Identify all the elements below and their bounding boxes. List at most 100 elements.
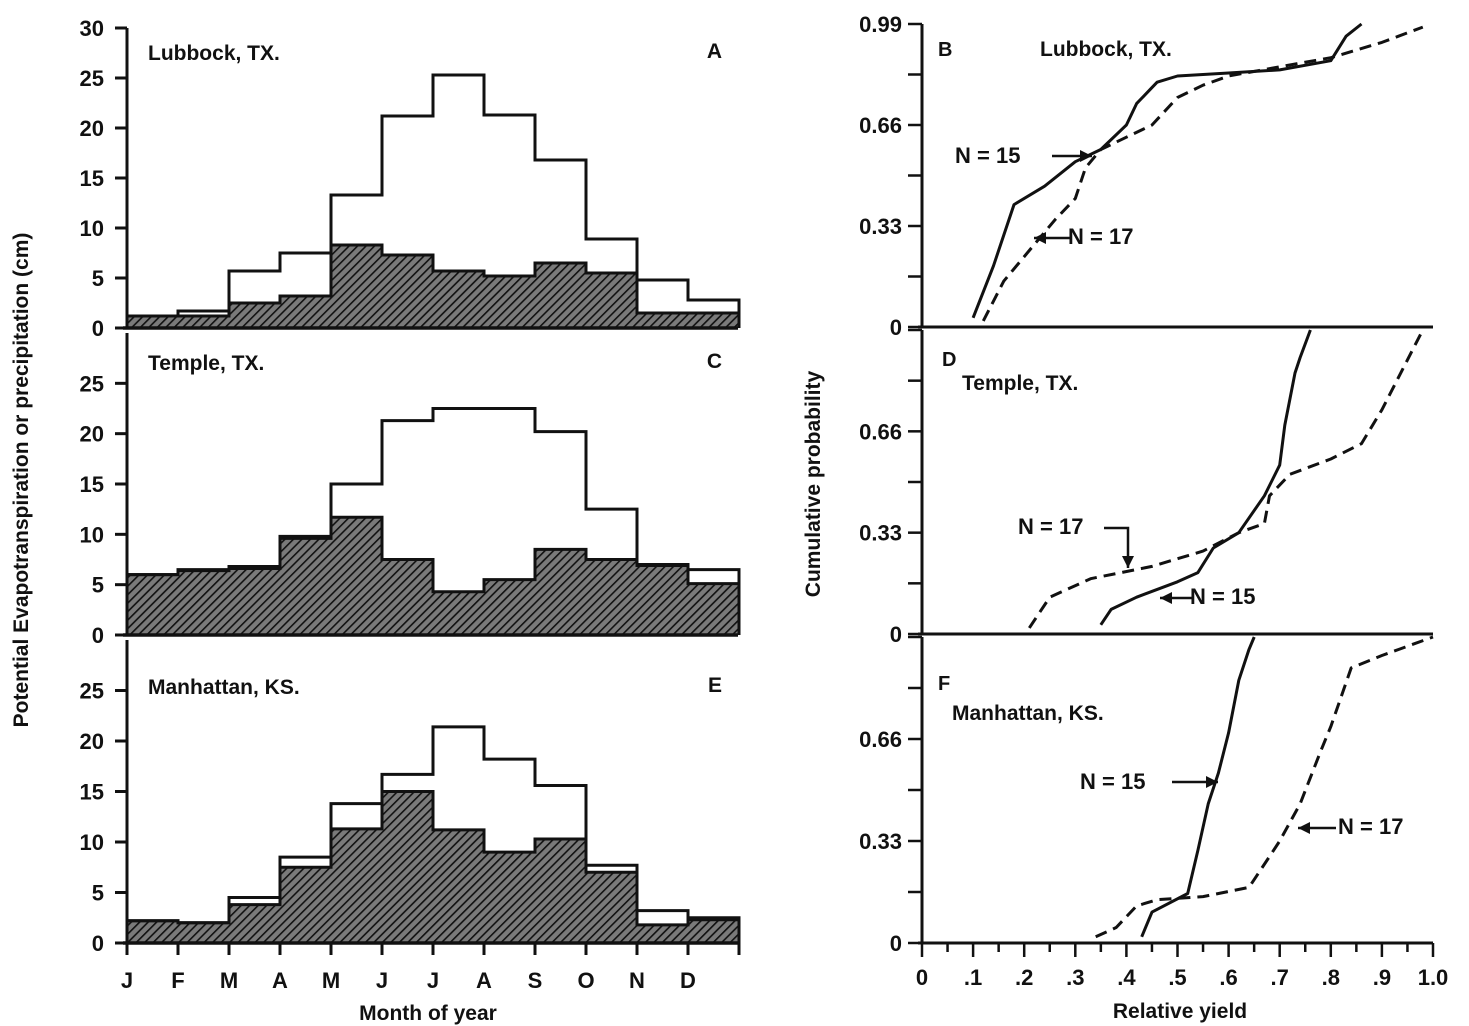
panel-c-temple-bars: 0 5 10 15 20 25 Temple, TX. C — [80, 333, 741, 648]
y-tick-label: 0 — [890, 315, 902, 340]
annotation-arrowhead — [1080, 150, 1092, 162]
precip-bar-c-3 — [229, 568, 281, 635]
month-label: F — [171, 968, 184, 993]
y-tick-label: 10 — [80, 830, 104, 855]
month-label: A — [476, 968, 492, 993]
panel-a-lubbock-bars: 0 5 10 15 20 25 30 Lubbock, TX. A — [80, 16, 741, 341]
precip-bar-c-1 — [127, 574, 179, 635]
month-label: J — [121, 968, 133, 993]
y-tick-label: 0.66 — [859, 113, 902, 138]
precip-bar-e-9 — [535, 838, 587, 943]
month-label: J — [427, 968, 439, 993]
annotation-arrowhead — [1160, 592, 1172, 604]
panel-title: Temple, TX. — [962, 372, 1078, 395]
precip-bar-c-4 — [280, 538, 332, 635]
month-label: A — [272, 968, 288, 993]
month-label: J — [376, 968, 388, 993]
cdf-line-d-n15 — [1099, 329, 1312, 626]
panel-title: Manhattan, KS. — [952, 702, 1104, 725]
y-tick-label: 15 — [80, 472, 104, 497]
series-label-n15: N = 15 — [1080, 769, 1145, 794]
annotation-arrowhead — [1122, 556, 1134, 568]
precip-outline-a — [127, 243, 739, 318]
precip-bar-a-10 — [586, 273, 638, 328]
panel-e-manhattan-bars: 0 5 10 15 20 25 Manhattan, KS. E J F M A M J J A S O N D — [80, 640, 741, 993]
precip-bar-c-7 — [433, 591, 485, 635]
series-label-n17: N = 17 — [1018, 514, 1083, 539]
panel-letter: B — [938, 39, 952, 61]
month-label: N — [629, 968, 645, 993]
y-tick-label: 15 — [80, 166, 104, 191]
precip-bar-a-4 — [280, 296, 332, 328]
right-xlabel: Relative yield — [1113, 1000, 1247, 1023]
x-tick-label: 1.0 — [1418, 965, 1449, 990]
y-tick-label: 0.66 — [859, 419, 902, 444]
panel-letter: C — [707, 350, 722, 373]
precip-bar-e-4 — [280, 867, 332, 943]
panel-letter: A — [707, 40, 722, 63]
y-tick-label: 20 — [80, 422, 104, 447]
precip-bar-c-2 — [178, 570, 230, 635]
panel-title: Lubbock, TX. — [148, 42, 280, 65]
y-tick-label: 25 — [80, 66, 104, 91]
precip-bar-c-9 — [535, 549, 587, 635]
series-label-n15: N = 15 — [1190, 584, 1255, 609]
y-tick-label: 0 — [890, 622, 902, 647]
cdf-line-b-n15 — [971, 22, 1363, 319]
cdf-line-f-n15 — [1140, 636, 1256, 938]
precip-bar-e-3 — [229, 904, 281, 943]
month-label: O — [577, 968, 594, 993]
precip-bar-a-2 — [178, 316, 230, 328]
precip-bar-e-1 — [127, 920, 179, 943]
panel-title: Temple, TX. — [148, 352, 264, 375]
y-tick-label: 30 — [80, 16, 104, 41]
y-tick-label: 0 — [92, 316, 104, 341]
y-tick-label: 0.99 — [859, 12, 902, 37]
y-tick-label: 0.66 — [859, 727, 902, 752]
series-label-n17: N = 17 — [1338, 814, 1403, 839]
panel-letter: D — [942, 349, 956, 371]
precip-bar-a-6 — [382, 255, 434, 328]
y-tick-label: 5 — [92, 573, 104, 598]
left-ylabel: Potential Evapotranspiration or precipit… — [10, 233, 33, 728]
precip-bar-e-7 — [433, 829, 485, 943]
precip-bar-e-5 — [331, 828, 383, 943]
y-tick-label: 0 — [92, 623, 104, 648]
et-step-line-a — [127, 73, 741, 328]
x-tick-label: .8 — [1322, 965, 1340, 990]
precip-bar-c-6 — [382, 559, 434, 635]
precip-bar-e-11 — [637, 924, 689, 943]
precip-bar-e-12 — [688, 919, 740, 943]
annotation-arrowhead — [1298, 822, 1310, 834]
x-tick-label: .4 — [1117, 965, 1136, 990]
y-tick-label: 15 — [80, 780, 104, 805]
precip-bar-c-8 — [484, 579, 536, 635]
precip-bar-c-11 — [637, 565, 689, 635]
x-tick-label: .1 — [964, 965, 982, 990]
precip-bar-a-8 — [484, 276, 536, 328]
x-tick-label: .9 — [1373, 965, 1391, 990]
annotation-arrowhead — [1034, 232, 1046, 244]
precip-bar-a-3 — [229, 303, 281, 328]
precip-bar-e-10 — [586, 872, 638, 943]
y-tick-label: 5 — [92, 266, 104, 291]
y-tick-label: 25 — [80, 679, 104, 704]
et-step-line-c — [127, 407, 741, 635]
precip-bar-e-6 — [382, 791, 434, 943]
y-tick-label: 5 — [92, 881, 104, 906]
precip-bar-c-5 — [331, 517, 383, 635]
left-xlabel: Month of year — [359, 1002, 497, 1025]
panel-letter: F — [938, 673, 950, 695]
y-tick-label: 10 — [80, 216, 104, 241]
month-label: M — [322, 968, 340, 993]
precip-bar-e-2 — [178, 922, 230, 943]
y-tick-label: 25 — [80, 371, 104, 396]
annotation-arrowhead — [1206, 776, 1218, 788]
y-tick-label: 0.33 — [859, 829, 902, 854]
x-tick-label: .2 — [1015, 965, 1033, 990]
right-ylabel: Cumulative probability — [802, 371, 825, 598]
month-label: S — [528, 968, 543, 993]
cdf-line-b-n17 — [981, 25, 1424, 322]
y-tick-label: 0 — [92, 931, 104, 956]
